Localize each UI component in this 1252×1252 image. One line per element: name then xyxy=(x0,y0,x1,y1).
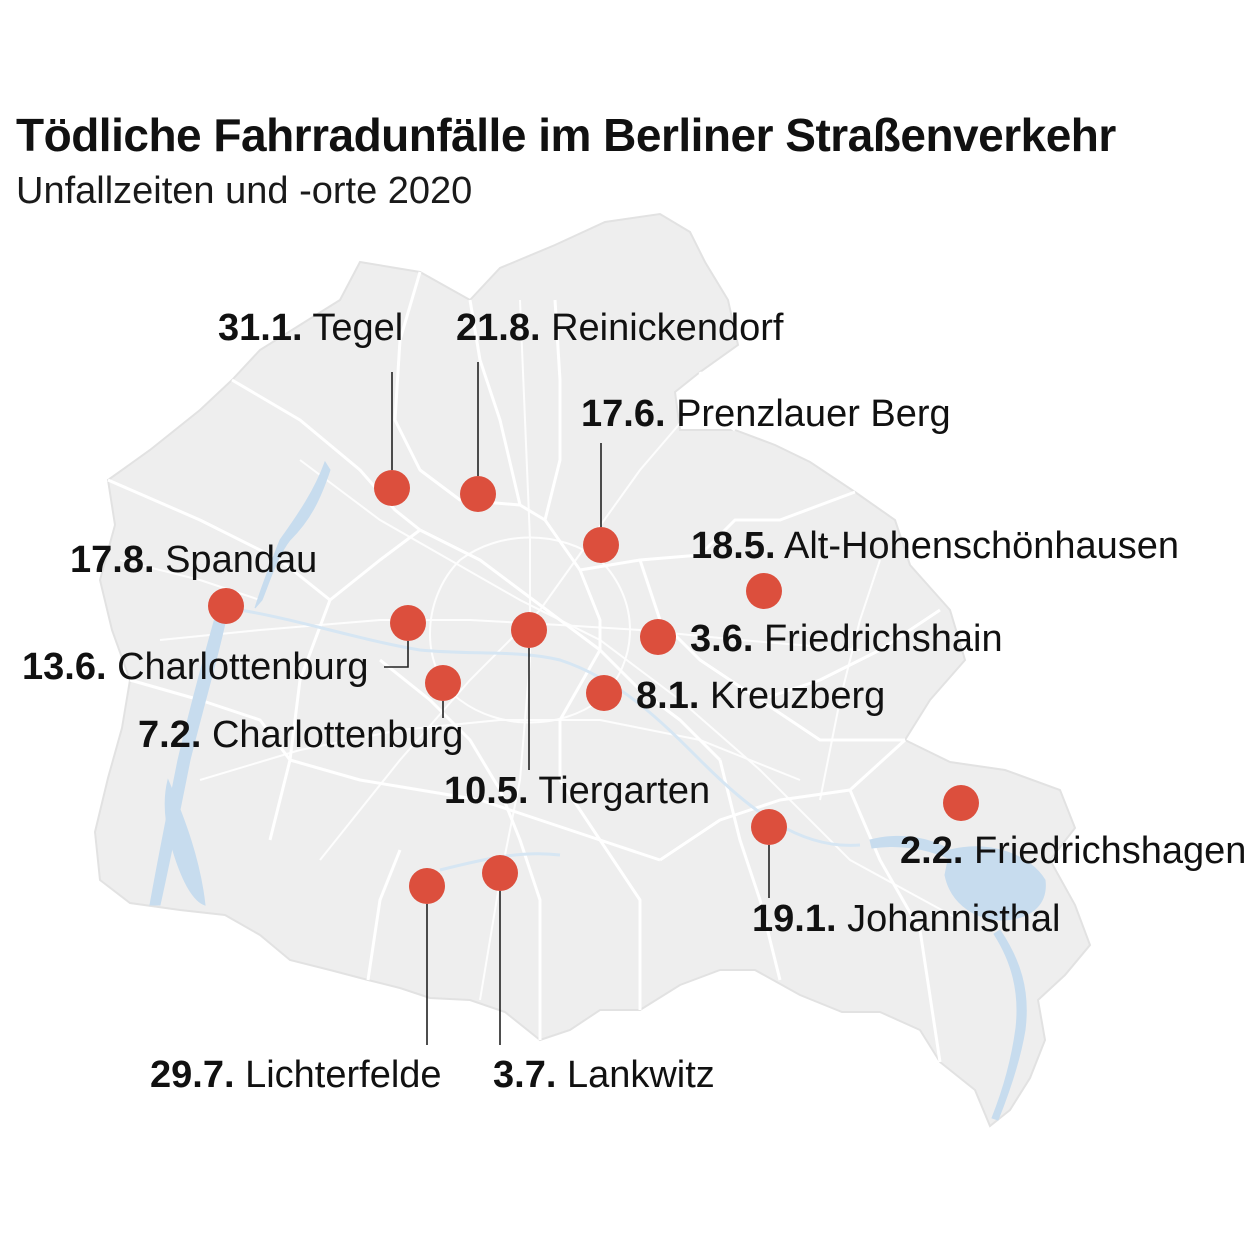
accident-marker[interactable] xyxy=(943,785,979,821)
accident-date: 7.2. xyxy=(138,714,202,756)
accident-marker[interactable] xyxy=(208,588,244,624)
water xyxy=(149,460,1046,1121)
accident-label: 8.1. Kreuzberg xyxy=(636,674,885,718)
accident-label: 7.2. Charlottenburg xyxy=(138,713,463,757)
accident-date: 8.1. xyxy=(636,675,700,717)
accident-date: 17.8. xyxy=(70,539,155,581)
accident-marker[interactable] xyxy=(511,612,547,648)
accident-marker[interactable] xyxy=(425,665,461,701)
accident-label: 17.6. Prenzlauer Berg xyxy=(581,392,951,436)
leader-lines xyxy=(384,362,770,1045)
accident-marker[interactable] xyxy=(374,470,410,506)
accident-marker[interactable] xyxy=(640,619,676,655)
accident-label: 3.7. Lankwitz xyxy=(493,1053,715,1097)
accident-place: Tegel xyxy=(302,307,404,349)
accident-date: 10.5. xyxy=(444,770,529,812)
accident-marker[interactable] xyxy=(460,476,496,512)
accident-label: 19.1. Johannisthal xyxy=(752,897,1060,941)
accident-label: 2.2. Friedrichshagen xyxy=(900,829,1246,873)
accident-place: Friedrichshain xyxy=(753,618,1003,660)
accident-place: Tiergarten xyxy=(528,770,711,812)
accident-marker[interactable] xyxy=(746,573,782,609)
accident-label: 3.6. Friedrichshain xyxy=(690,617,1003,661)
map-subtitle: Unfallzeiten und -orte 2020 xyxy=(16,170,473,212)
accident-label: 31.1. Tegel xyxy=(218,306,403,350)
accident-date: 31.1. xyxy=(218,307,303,349)
accident-place: Charlottenburg xyxy=(201,714,464,756)
accident-label: 18.5. Alt-Hohenschönhausen xyxy=(691,524,1179,568)
accident-place: Reinickendorf xyxy=(540,307,784,349)
accident-date: 29.7. xyxy=(150,1054,235,1096)
accident-label: 29.7. Lichterfelde xyxy=(150,1053,442,1097)
accident-date: 19.1. xyxy=(752,898,837,940)
accident-place: Charlottenburg xyxy=(106,646,369,688)
accident-date: 21.8. xyxy=(456,307,541,349)
accident-label: 17.8. Spandau xyxy=(70,538,317,582)
map-title: Tödliche Fahrradunfälle im Berliner Stra… xyxy=(16,109,1116,161)
accident-marker[interactable] xyxy=(751,809,787,845)
accident-date: 3.7. xyxy=(493,1054,557,1096)
accident-place: Johannisthal xyxy=(836,898,1061,940)
accident-date: 3.6. xyxy=(690,618,754,660)
accident-label: 13.6. Charlottenburg xyxy=(22,645,368,689)
accident-place: Alt-Hohenschönhausen xyxy=(775,525,1180,567)
accident-marker[interactable] xyxy=(482,855,518,891)
district-borders xyxy=(107,271,942,1063)
accident-date: 17.6. xyxy=(581,393,666,435)
accident-date: 2.2. xyxy=(900,830,964,872)
accident-label: 10.5. Tiergarten xyxy=(444,769,710,813)
accident-place: Spandau xyxy=(154,539,318,581)
leader-line xyxy=(384,641,409,668)
accident-place: Kreuzberg xyxy=(699,675,886,717)
accident-markers xyxy=(208,470,979,904)
accident-marker[interactable] xyxy=(409,868,445,904)
accident-place: Friedrichshagen xyxy=(963,830,1247,872)
accident-marker[interactable] xyxy=(583,527,619,563)
accident-place: Lankwitz xyxy=(556,1054,715,1096)
accident-date: 18.5. xyxy=(691,525,776,567)
accident-label: 21.8. Reinickendorf xyxy=(456,306,783,350)
accident-date: 13.6. xyxy=(22,646,107,688)
accident-marker[interactable] xyxy=(390,605,426,641)
accident-place: Lichterfelde xyxy=(234,1054,442,1096)
accident-marker[interactable] xyxy=(586,675,622,711)
accident-place: Prenzlauer Berg xyxy=(665,393,951,435)
